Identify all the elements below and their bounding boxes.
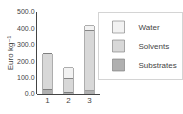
svg-text:3: 3 [87,96,92,105]
svg-text:0.0: 0.0 [25,90,35,97]
svg-text:1: 1 [45,96,50,105]
svg-text:300.0: 300.0 [17,41,35,48]
svg-text:400.0: 400.0 [17,25,35,32]
svg-text:Water: Water [139,23,160,32]
svg-text:Substrates: Substrates [139,61,177,70]
svg-text:200.0: 200.0 [17,58,35,65]
svg-text:2: 2 [66,96,71,105]
svg-text:Solvents: Solvents [139,42,170,51]
svg-text:Euro kg⁻¹: Euro kg⁻¹ [6,35,15,70]
svg-text:500.0: 500.0 [17,8,35,15]
svg-text:100.0: 100.0 [17,74,35,81]
